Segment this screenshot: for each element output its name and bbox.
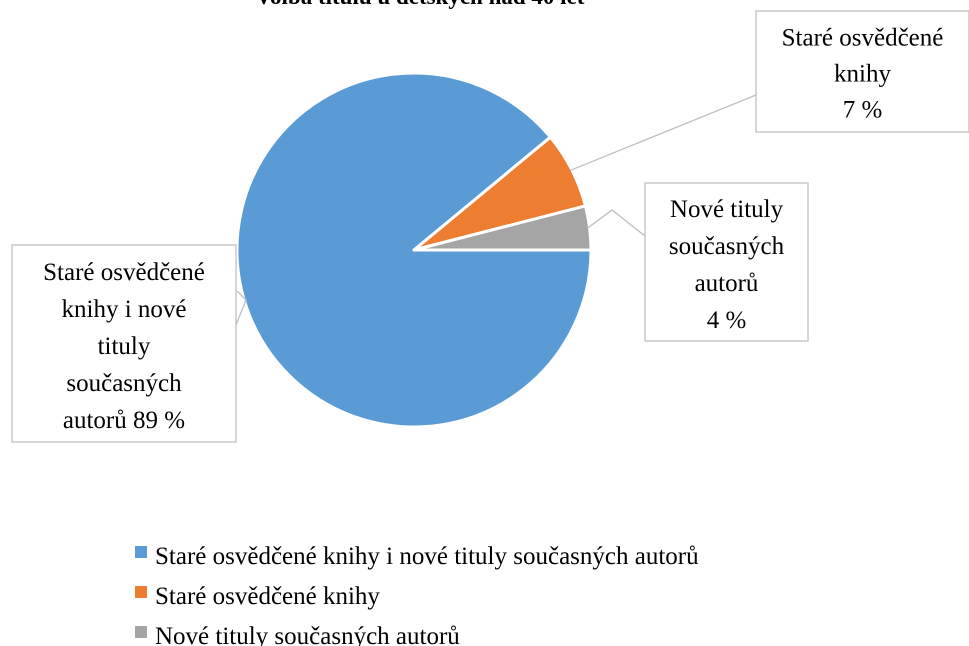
data-label-1-line-4: současných	[66, 370, 182, 397]
data-label-1-line-3: tituly	[98, 333, 151, 360]
data-label-box-3	[644, 182, 809, 342]
data-label-2: Staré osvědčené knihy 7 %	[755, 10, 969, 133]
legend-item-2: Staré osvědčené knihy	[135, 583, 380, 610]
data-label-1-line-5: autorů 89 %	[63, 407, 185, 434]
pie-slices	[235, 71, 593, 429]
legend-item-3: Nové tituly současných autorů	[135, 623, 460, 646]
data-label-3-line-4: 4 %	[707, 307, 747, 334]
leader-lines	[235, 94, 757, 326]
legend-swatch-1	[135, 546, 147, 558]
legend-label-1: Staré osvědčené knihy i nové tituly souč…	[155, 543, 699, 570]
legend-label-3: Nové tituly současných autorů	[155, 623, 460, 646]
legend-swatch-3	[135, 626, 147, 638]
data-label-1: Staré osvědčené knihy i nové tituly současn…	[11, 244, 237, 443]
leader-line-2	[569, 94, 757, 172]
pie-slice-3	[412, 204, 593, 252]
leader-line-1	[235, 290, 247, 326]
data-label-3-line-1: Nové tituly	[670, 196, 784, 223]
legend-item-1: Staré osvědčené knihy i nové tituly souč…	[135, 543, 699, 570]
chart-title: Volba titulů u dětských nad 40 let	[256, 0, 585, 9]
data-label-2-line-3: 7 %	[843, 97, 883, 124]
pie-slice-1	[235, 71, 593, 429]
data-label-box-1	[11, 244, 237, 443]
data-label-1-line-2: knihy i nové	[62, 296, 187, 323]
data-label-2-line-2: knihy	[834, 61, 891, 88]
legend: Staré osvědčené knihy i nové tituly souč…	[135, 543, 699, 646]
data-label-2-line-1: Staré osvědčené	[782, 25, 944, 52]
data-label-3: Nové tituly současných autorů 4 %	[644, 182, 809, 342]
data-label-box-2	[755, 10, 969, 133]
legend-label-2: Staré osvědčené knihy	[155, 583, 380, 610]
data-labels: Staré osvědčené knihy i nové tituly současn…	[11, 10, 969, 443]
leader-line-3	[587, 209, 646, 237]
data-label-1-line-1: Staré osvědčené	[43, 259, 205, 286]
data-label-3-line-3: autorů	[695, 270, 759, 297]
legend-swatch-2	[135, 586, 147, 598]
data-label-3-line-2: současných	[669, 233, 785, 260]
